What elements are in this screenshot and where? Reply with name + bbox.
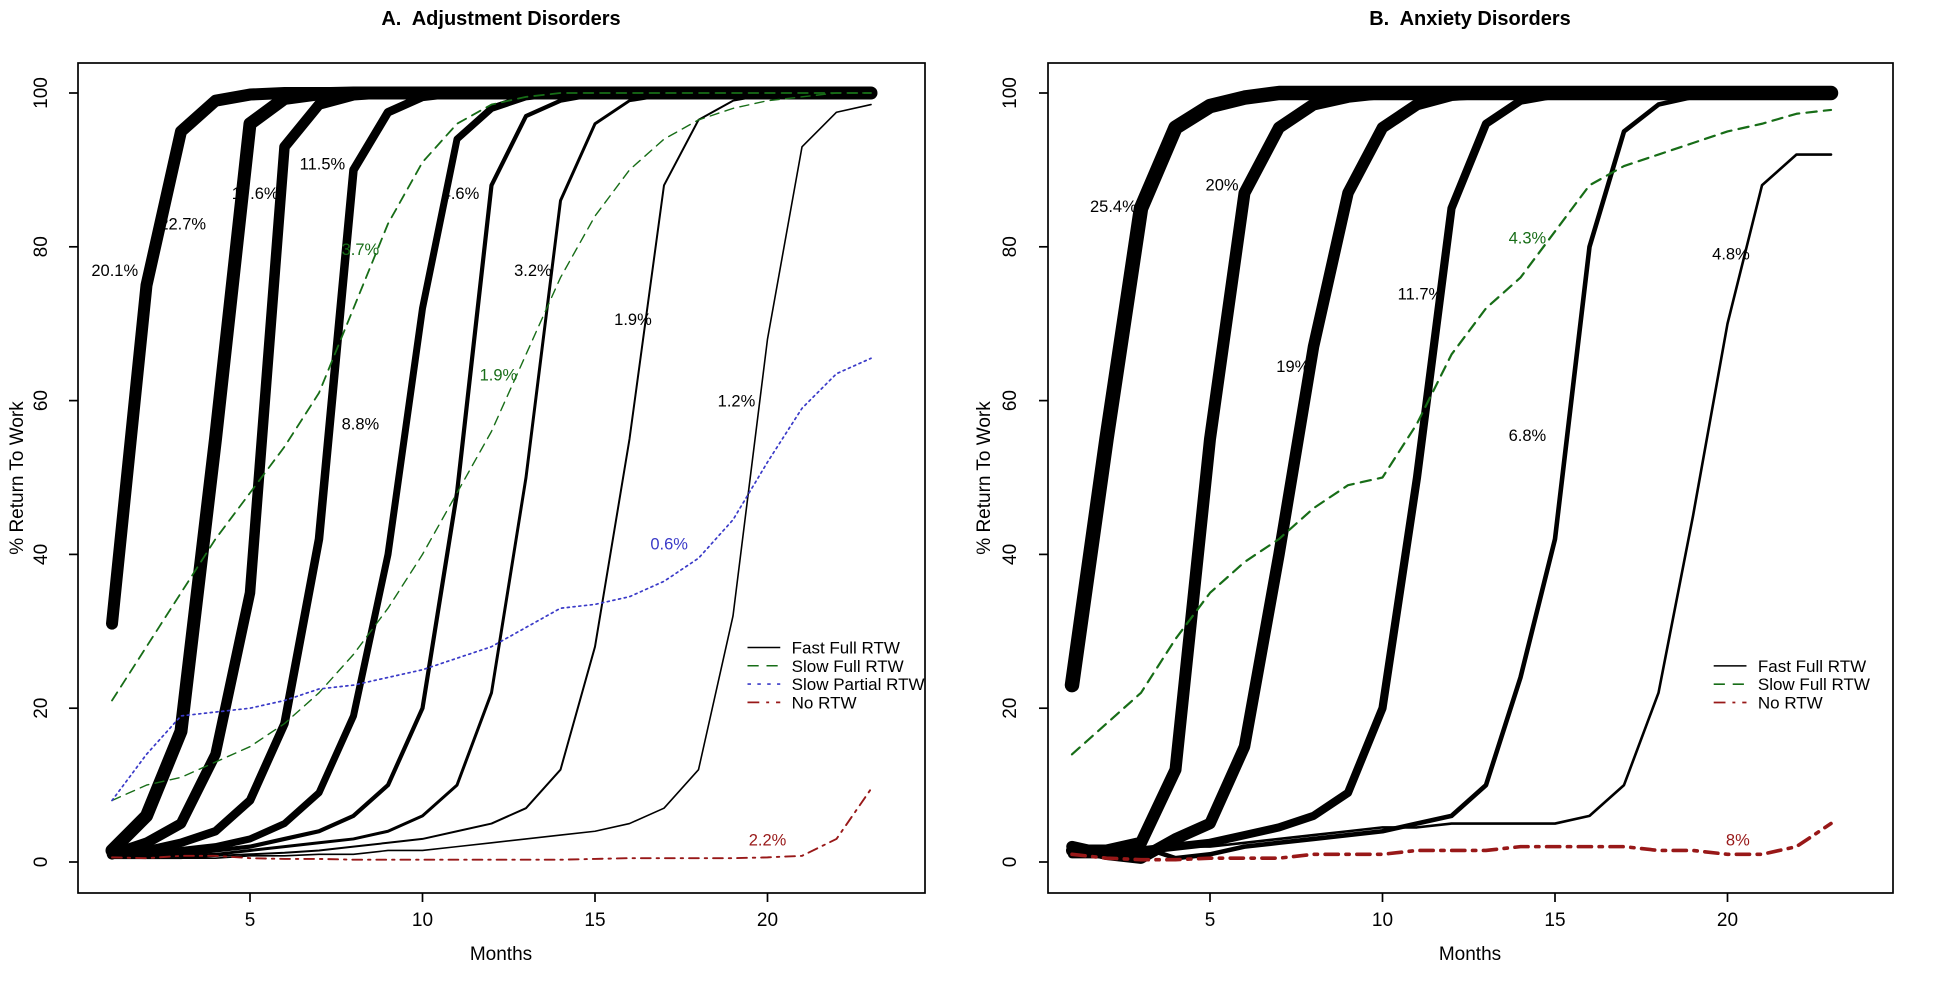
panel-b-annotation-11.7pct: 11.7% bbox=[1398, 286, 1444, 304]
panel-a-curve-fast-full-rtw-1.2 bbox=[111, 103, 872, 859]
panel-a-y-tick-label: 40 bbox=[31, 544, 52, 565]
panel-b-legend-label-fast-full-rtw: Fast Full RTW bbox=[1758, 657, 1866, 676]
panel-a-curve-fast-full-rtw-17.6 bbox=[106, 87, 877, 860]
panel-b-y-tick-label: 0 bbox=[1000, 857, 1021, 868]
panel-a-x-tick-label: 5 bbox=[245, 910, 256, 931]
panel-b-title: B. Anxiety Disorders bbox=[1369, 8, 1571, 30]
panel-a-curve-slow-full-rtw-1.9 bbox=[111, 92, 872, 802]
panel-b-x-tick-label: 20 bbox=[1717, 910, 1738, 931]
panel-a-legend-label-no-rtw: No RTW bbox=[792, 693, 857, 712]
panel-a-annotation-3.7pct: 3.7% bbox=[342, 241, 380, 259]
panel-a-annotation-8.8pct: 8.8% bbox=[342, 416, 380, 434]
panel-b-x-tick-label: 5 bbox=[1205, 910, 1216, 931]
panel-b-annotation-19pct: 19% bbox=[1276, 358, 1309, 376]
panel-a-x-tick-label: 10 bbox=[412, 910, 433, 931]
panel-b-y-tick-label: 20 bbox=[1000, 698, 1021, 719]
panel-b-y-tick-label: 80 bbox=[1000, 236, 1021, 257]
panel-b-annotation-4.3pct: 4.3% bbox=[1509, 230, 1547, 248]
panel-a-annotation-11.5pct: 11.5% bbox=[300, 156, 346, 174]
panel-a-x-tick-label: 15 bbox=[584, 910, 605, 931]
panel-a-x-axis-title: Months bbox=[469, 944, 533, 965]
panel-a-y-tick-label: 100 bbox=[31, 77, 52, 109]
panel-a-curve-slow-partial-rtw-0.6 bbox=[111, 357, 872, 802]
panel-b-curve-fast-full-rtw-4.8 bbox=[1070, 153, 1833, 856]
panel-b-curve-no-rtw-8 bbox=[1070, 821, 1833, 862]
panel-a-plot-box bbox=[77, 62, 926, 894]
panel-a-curve-fast-full-rtw-4.6 bbox=[109, 90, 874, 858]
panel-a-curve-slow-full-rtw-3.7 bbox=[111, 92, 872, 702]
panel-a-annotation-20.1pct: 20.1% bbox=[91, 262, 138, 280]
panel-a-curve-fast-full-rtw-11.5 bbox=[107, 88, 876, 859]
panel-a-y-axis-title: % Return To Work bbox=[7, 401, 28, 555]
panel-b-y-tick-label: 100 bbox=[1000, 77, 1021, 109]
panel-b-annotation-6.8pct: 6.8% bbox=[1509, 427, 1547, 445]
panel-a-curve-fast-full-rtw-3.2 bbox=[110, 91, 873, 858]
panel-a-title: A. Adjustment Disorders bbox=[381, 8, 621, 30]
panel-a-curve-fast-full-rtw-8.8 bbox=[108, 89, 875, 858]
panel-b-x-tick-label: 10 bbox=[1372, 910, 1393, 931]
panel-a-annotation-2.2pct: 2.2% bbox=[749, 832, 787, 850]
panel-a-legend-label-fast-full-rtw: Fast Full RTW bbox=[792, 638, 900, 657]
panel-a-curve-fast-full-rtw-22.7 bbox=[105, 86, 878, 857]
panel-a-curve-fast-full-rtw-1.9 bbox=[111, 92, 872, 860]
panel-b-annotation-25.4pct: 25.4% bbox=[1090, 198, 1137, 216]
panel-b-x-tick-label: 15 bbox=[1544, 910, 1565, 931]
panel-b-annotation-4.8pct: 4.8% bbox=[1712, 246, 1750, 264]
panel-a-annotation-17.6pct: 17.6% bbox=[232, 185, 279, 203]
panel-b-curve-fast-full-rtw-25.4 bbox=[1064, 85, 1839, 693]
panel-b-y-axis-title: % Return To Work bbox=[974, 401, 995, 555]
panel-a-y-tick-label: 20 bbox=[31, 698, 52, 719]
panel-a-y-tick-label: 0 bbox=[31, 857, 52, 868]
panel-a-annotation-1.9pct: 1.9% bbox=[480, 366, 518, 384]
panel-b-curve-slow-full-rtw-4.3 bbox=[1070, 108, 1833, 756]
panel-a-annotation-22.7pct: 22.7% bbox=[159, 216, 206, 234]
panel-a-annotation-1.9pct: 1.9% bbox=[614, 311, 652, 329]
panel-a-legend-label-slow-full-rtw: Slow Full RTW bbox=[792, 657, 904, 676]
panel-a-annotation-0.6pct: 0.6% bbox=[650, 536, 688, 554]
panel-b-annotation-8pct: 8% bbox=[1726, 832, 1750, 850]
panel-a-curve-no-rtw-2.2 bbox=[111, 787, 872, 861]
panel-b-y-tick-label: 40 bbox=[1000, 544, 1021, 565]
panel-b-plot-box bbox=[1047, 62, 1894, 894]
panel-b-x-axis-title: Months bbox=[1438, 944, 1502, 965]
panel-b-y-tick-label: 60 bbox=[1000, 390, 1021, 411]
panel-a-annotation-3.2pct: 3.2% bbox=[514, 262, 552, 280]
panel-a-y-tick-label: 60 bbox=[31, 390, 52, 411]
panel-b-legend-label-slow-full-rtw: Slow Full RTW bbox=[1758, 675, 1870, 694]
panel-b-curve-fast-full-rtw-11.7 bbox=[1067, 88, 1836, 859]
panel-b-curve-fast-full-rtw-6.8 bbox=[1069, 90, 1834, 861]
panel-a-x-tick-label: 20 bbox=[757, 910, 778, 931]
panel-a-legend-label-slow-partial-rtw: Slow Partial RTW bbox=[792, 675, 925, 694]
panel-a-y-tick-label: 80 bbox=[31, 236, 52, 257]
panel-a-annotation-4.6pct: 4.6% bbox=[442, 185, 480, 203]
panel-b-annotation-20pct: 20% bbox=[1206, 177, 1239, 195]
panel-b-legend-label-no-rtw: No RTW bbox=[1758, 694, 1823, 713]
panel-a-annotation-1.2pct: 1.2% bbox=[718, 393, 756, 411]
